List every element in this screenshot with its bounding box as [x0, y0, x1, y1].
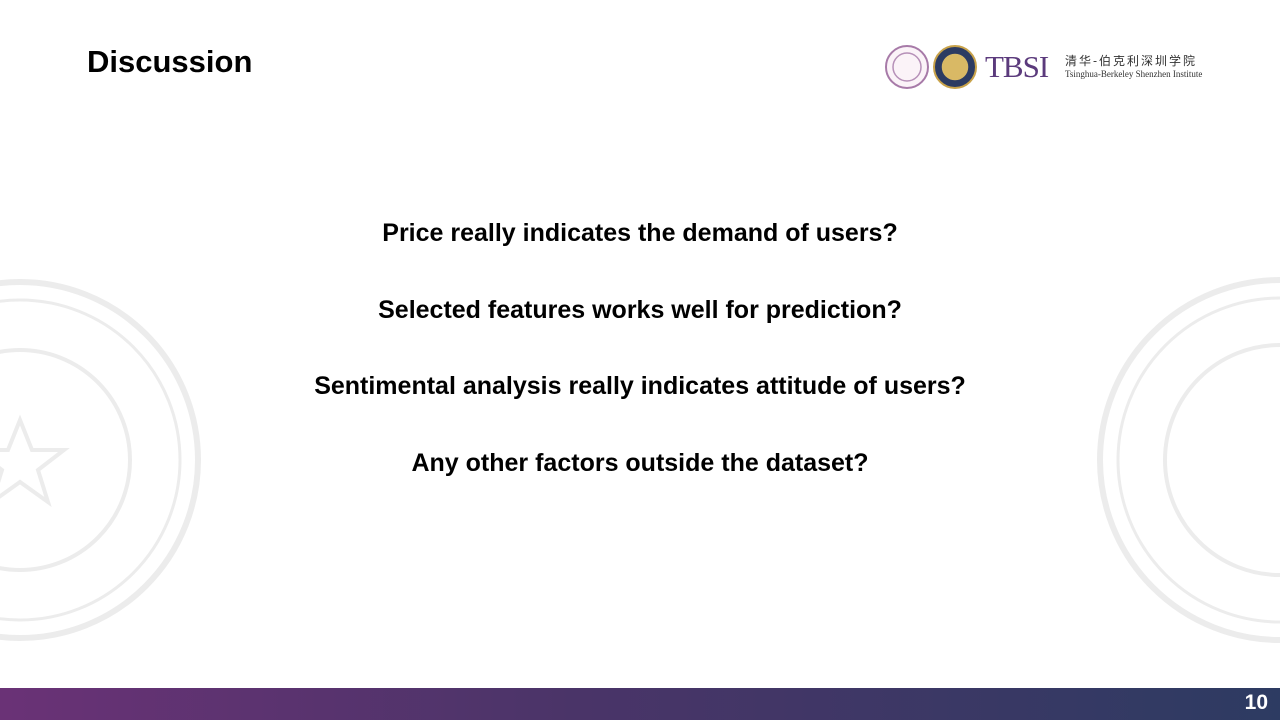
logo-english: Tsinghua-Berkeley Shenzhen Institute [1065, 69, 1203, 79]
question: Price really indicates the demand of use… [382, 219, 898, 247]
logo-acronym: TBSI [985, 49, 1049, 84]
seal-left [0, 279, 201, 641]
footer-bar: 10 [0, 688, 1280, 720]
question: Sentimental analysis really indicates at… [314, 372, 966, 401]
question: Selected features works well for predict… [378, 295, 902, 324]
question-list: Price really indicates the demand of use… [0, 212, 1280, 519]
slide-title: Discussion [87, 44, 253, 79]
page-number: 10 [1244, 691, 1268, 714]
question: Any other factors outside the dataset? [411, 449, 869, 478]
seal-right [1097, 277, 1280, 643]
logo: TBSI 清华-伯克利深圳学院 Tsinghua-Berkeley Shenzh… [885, 45, 1225, 91]
logo-seals [885, 45, 977, 89]
logo-chinese: 清华-伯克利深圳学院 [1065, 54, 1198, 68]
